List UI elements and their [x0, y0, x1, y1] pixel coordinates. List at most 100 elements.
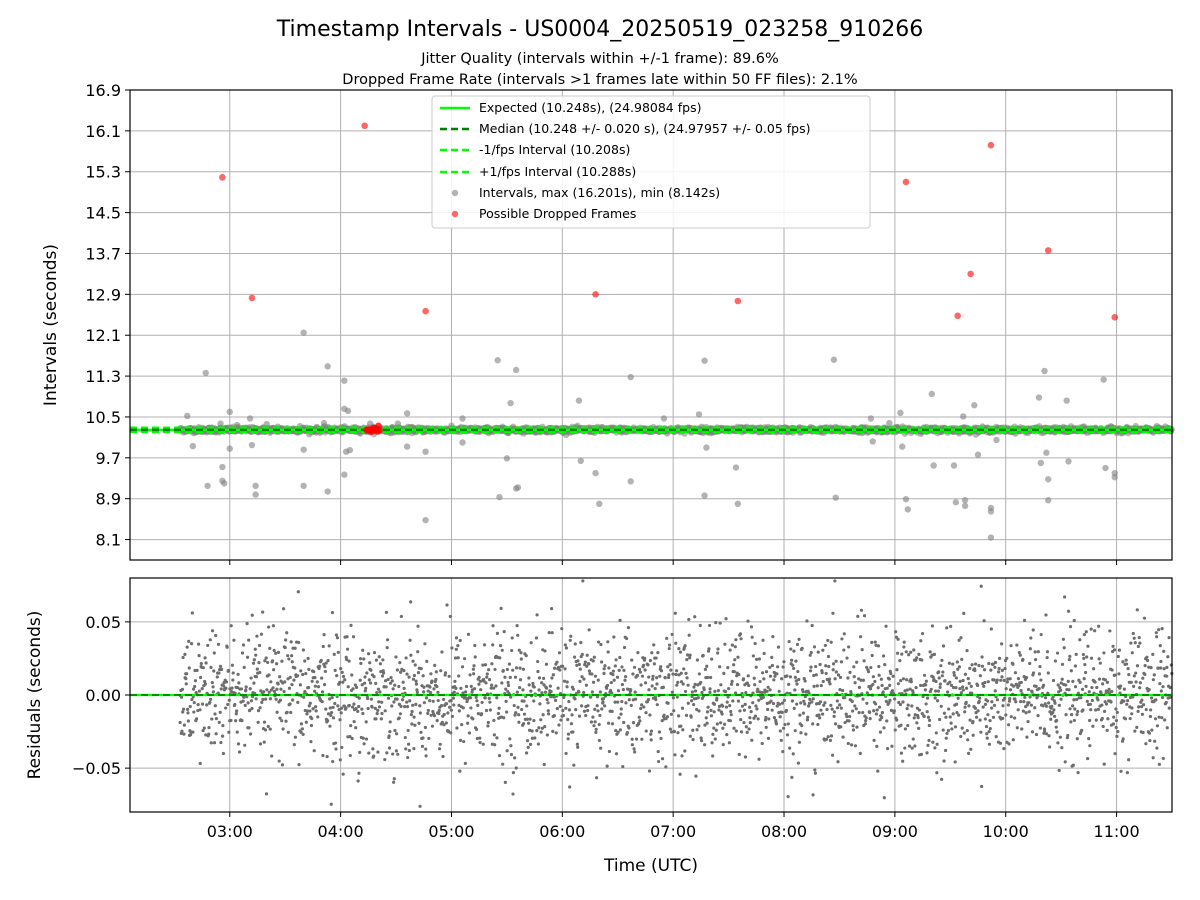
- residual-point: [491, 643, 495, 647]
- residual-point: [947, 661, 951, 665]
- residual-point: [245, 655, 250, 659]
- residual-point: [684, 671, 688, 675]
- residual-point: [888, 698, 892, 702]
- residual-point: [961, 678, 965, 683]
- residual-point: [915, 656, 919, 660]
- residual-point: [656, 759, 661, 764]
- residual-point: [917, 708, 921, 712]
- residual-point: [674, 672, 678, 677]
- residual-point: [288, 675, 292, 679]
- residual-point: [580, 652, 584, 657]
- residual-point: [345, 647, 350, 651]
- residual-point: [924, 683, 928, 687]
- residual-point: [407, 675, 411, 679]
- residual-point: [642, 705, 646, 709]
- residual-point: [911, 737, 915, 741]
- residual-point: [793, 675, 797, 679]
- residual-point: [535, 613, 539, 617]
- residual-point: [519, 657, 523, 661]
- residual-point: [790, 658, 794, 662]
- residual-point: [549, 607, 554, 611]
- residual-point: [216, 642, 221, 646]
- residual-point: [785, 733, 790, 737]
- residual-point: [754, 665, 758, 669]
- interval-outlier-point: [930, 462, 937, 469]
- residual-point: [303, 689, 307, 694]
- residual-point: [961, 688, 965, 692]
- residual-point: [623, 678, 627, 682]
- residual-point: [633, 750, 637, 754]
- residual-point: [374, 717, 378, 721]
- residual-point: [606, 640, 610, 644]
- residual-point: [241, 699, 245, 703]
- residual-point: [827, 664, 831, 669]
- residual-point: [951, 712, 955, 716]
- residual-point: [354, 726, 358, 730]
- residual-point: [422, 690, 426, 694]
- residual-point: [754, 657, 759, 661]
- residual-point: [505, 749, 509, 753]
- residual-point: [484, 681, 488, 685]
- interval-outlier-point: [226, 408, 233, 416]
- residual-point: [1004, 687, 1008, 691]
- residual-point: [249, 699, 254, 703]
- residual-point: [601, 700, 605, 704]
- residual-point: [810, 700, 814, 704]
- legend: Expected (10.248s), (24.98084 fps) Media…: [431, 95, 871, 229]
- residual-point: [1005, 656, 1009, 660]
- residual-point: [880, 715, 884, 720]
- residual-point: [664, 765, 668, 769]
- residual-point: [927, 738, 931, 743]
- residual-point: [941, 728, 945, 732]
- residual-point: [866, 669, 871, 674]
- residual-point: [698, 623, 702, 628]
- residual-point: [901, 759, 905, 763]
- residual-point: [902, 645, 906, 649]
- residual-point: [462, 739, 466, 744]
- residual-point: [532, 718, 536, 723]
- residual-point: [532, 685, 536, 689]
- interval-outlier-point: [341, 471, 348, 478]
- residual-point: [841, 688, 845, 693]
- residual-point: [233, 702, 237, 707]
- residual-point: [936, 689, 941, 693]
- residual-point: [980, 655, 984, 659]
- residual-point: [438, 742, 442, 746]
- residual-point: [633, 690, 637, 694]
- residual-point: [996, 710, 1000, 714]
- residual-point: [949, 624, 953, 628]
- residual-point: [678, 772, 682, 776]
- residual-point: [1005, 680, 1009, 684]
- residual-point: [287, 657, 291, 661]
- residual-point: [509, 744, 513, 748]
- residual-point: [365, 671, 369, 675]
- residual-point: [648, 713, 652, 717]
- residual-point: [721, 704, 725, 708]
- residual-point: [422, 701, 426, 705]
- residual-point: [975, 683, 980, 688]
- residual-point: [243, 743, 247, 747]
- interval-outlier-point: [346, 446, 354, 454]
- residual-point: [385, 638, 390, 642]
- residual-point: [978, 674, 982, 678]
- residual-point: [385, 645, 389, 650]
- residual-point: [977, 663, 981, 668]
- residual-point: [466, 714, 470, 718]
- residual-point: [410, 722, 414, 726]
- residual-point: [555, 660, 559, 664]
- residual-point: [760, 671, 765, 675]
- residual-point: [474, 695, 478, 700]
- residual-point: [969, 684, 973, 688]
- residual-point: [851, 724, 855, 728]
- residual-point: [198, 675, 203, 680]
- residual-point: [861, 697, 865, 701]
- residual-point: [251, 661, 256, 665]
- residual-point: [591, 715, 595, 719]
- residual-point: [647, 688, 651, 692]
- residual-point: [399, 614, 403, 619]
- interval-outlier-point: [950, 462, 958, 469]
- residual-point: [616, 730, 620, 734]
- residual-point: [836, 760, 840, 764]
- residual-point: [329, 711, 334, 715]
- residual-point: [906, 723, 910, 728]
